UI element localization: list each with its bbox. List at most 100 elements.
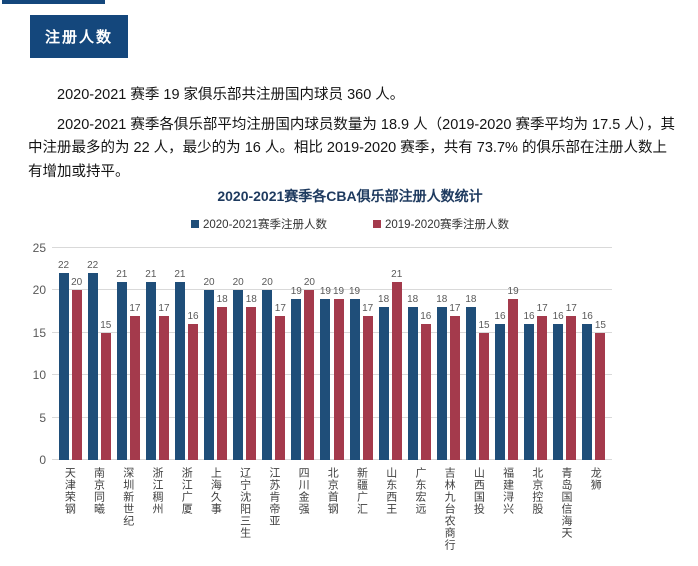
x-axis-label-cell: 四川金强: [292, 460, 314, 551]
bar-value-label: 19: [319, 285, 331, 297]
bar-2020-2021赛季注册人数: [553, 324, 564, 460]
bar-column: 20: [262, 277, 273, 460]
bar-group: 16 17: [524, 303, 548, 460]
x-axis-label: 吉林九台农商行: [443, 467, 456, 551]
bar-value-label: 15: [594, 319, 606, 331]
bar-2019-2020赛季注册人数: [304, 290, 315, 460]
bar-column: 20: [304, 277, 315, 460]
bar-group: 18 21: [378, 269, 402, 460]
legend-item-2019-2020: 2019-2020赛季注册人数: [373, 216, 509, 232]
bar-group: 21 17: [116, 269, 140, 460]
bar-value-label: 18: [216, 294, 228, 306]
bar-column: 18: [465, 294, 476, 460]
bar-column: 18: [246, 294, 257, 460]
bar-2019-2020赛季注册人数: [391, 281, 402, 460]
bar-groups: 22 20 22 15 21 17 21 17 21 16 20 18 20 18 20 17 19 20 19 19…: [52, 248, 612, 460]
bar-2020-2021赛季注册人数: [204, 290, 215, 460]
bar-2019-2020赛季注册人数: [100, 332, 111, 460]
bar-group: 16 19: [494, 286, 519, 460]
bar-value-label: 17: [129, 302, 141, 314]
bar-2020-2021赛季注册人数: [87, 273, 98, 460]
bar-2020-2021赛季注册人数: [524, 324, 535, 460]
bar-value-label: 20: [71, 277, 83, 289]
x-axis-label-cell: 辽宁沈阳三生: [233, 460, 255, 551]
bar-value-label: 20: [261, 277, 273, 289]
legend-item-2020-2021: 2020-2021赛季注册人数: [191, 216, 327, 232]
bar-column: 16: [553, 311, 564, 460]
bar-column: 22: [58, 260, 69, 460]
bar-value-label: 16: [420, 311, 432, 323]
bar-2019-2020赛季注册人数: [333, 298, 344, 460]
x-axis-label: 辽宁沈阳三生: [238, 467, 251, 539]
y-axis-tick-label: 15: [32, 325, 46, 340]
bar-2020-2021赛季注册人数: [349, 298, 360, 460]
paragraph-average-players: 2020-2021 赛季各俱乐部平均注册国内球员数量为 18.9 人（2019-…: [28, 117, 676, 180]
bar-value-label: 15: [100, 319, 112, 331]
bar-value-label: 20: [303, 277, 315, 289]
x-axis-label-cell: 山西国投: [467, 460, 489, 551]
bar-2019-2020赛季注册人数: [71, 290, 82, 460]
bar-column: 15: [478, 319, 490, 460]
bar-2019-2020赛季注册人数: [129, 315, 140, 460]
bar-2019-2020赛季注册人数: [508, 298, 519, 460]
y-axis-tick-label: 25: [32, 241, 46, 255]
x-axis-label: 北京控股: [530, 467, 543, 515]
bar-column: 17: [129, 303, 140, 460]
bar-2019-2020赛季注册人数: [217, 307, 228, 460]
bar-2020-2021赛季注册人数: [378, 307, 389, 460]
bar-2020-2021赛季注册人数: [262, 290, 273, 460]
bar-group: 20 17: [262, 277, 286, 460]
bar-column: 20: [71, 277, 82, 460]
bar-column: 17: [158, 302, 170, 460]
bar-value-label: 15: [478, 319, 490, 331]
x-axis-label: 南京同曦: [92, 467, 105, 515]
bar-column: 16: [582, 311, 593, 460]
bar-2019-2020赛季注册人数: [188, 324, 199, 460]
bar-group: 16 17: [553, 303, 577, 460]
bar-group: 20 18: [233, 277, 257, 460]
bar-value-label: 20: [232, 277, 244, 289]
bar-column: 21: [116, 269, 127, 460]
section-badge: 注册人数: [30, 15, 129, 58]
x-axis-label: 山西国投: [472, 467, 485, 515]
x-axis-label-cell: 南京同曦: [87, 460, 109, 551]
bar-column: 21: [391, 269, 402, 460]
bar-value-label: 18: [245, 294, 257, 306]
x-axis-label: 山东西王: [384, 467, 397, 515]
x-axis-label-cell: 深圳新世纪: [116, 460, 138, 551]
bar-value-label: 19: [332, 285, 345, 297]
bar-value-label: 18: [436, 294, 448, 306]
bar-column: 18: [378, 294, 389, 460]
bar-value-label: 16: [523, 311, 535, 323]
bar-2019-2020赛季注册人数: [158, 315, 169, 460]
x-axis-label: 新疆广汇: [355, 467, 368, 515]
x-axis-label-cell: 吉林九台农商行: [438, 460, 460, 551]
bar-2020-2021赛季注册人数: [116, 281, 127, 460]
bar-column: 19: [291, 286, 302, 460]
bar-group: 22 15: [87, 260, 111, 460]
chart-legend: 2020-2021赛季注册人数 2019-2020赛季注册人数: [30, 216, 670, 232]
bar-group: 22 20: [58, 260, 82, 460]
bar-group: 18 15: [465, 294, 490, 460]
bar-column: 17: [362, 303, 373, 460]
legend-swatch-red: [373, 220, 381, 228]
bar-2020-2021赛季注册人数: [494, 324, 505, 460]
bar-value-label: 17: [158, 302, 170, 314]
x-axis-label-cell: 浙江广厦: [175, 460, 197, 551]
bar-value-label: 21: [391, 268, 403, 280]
bar-value-label: 16: [552, 311, 564, 323]
gridline-15: [52, 331, 612, 333]
bar-column: 17: [275, 303, 286, 460]
bar-group: 19 17: [349, 286, 373, 460]
gridline-5: [52, 416, 612, 418]
bar-2019-2020赛季注册人数: [420, 324, 431, 460]
bar-value-label: 22: [87, 260, 99, 272]
bar-2020-2021赛季注册人数: [291, 298, 302, 460]
chart-plot-area: 0 5 10 15 20 25 22 20 22 15 21 17 21 17 21 16 20 18 20 18 20…: [33, 241, 612, 467]
x-axis-label: 浙江稠州: [150, 467, 163, 515]
bar-column: 15: [100, 320, 111, 460]
bar-2020-2021赛季注册人数: [233, 290, 244, 460]
bar-value-label: 21: [145, 268, 157, 280]
x-axis-label-cell: 浙江稠州: [146, 460, 168, 551]
